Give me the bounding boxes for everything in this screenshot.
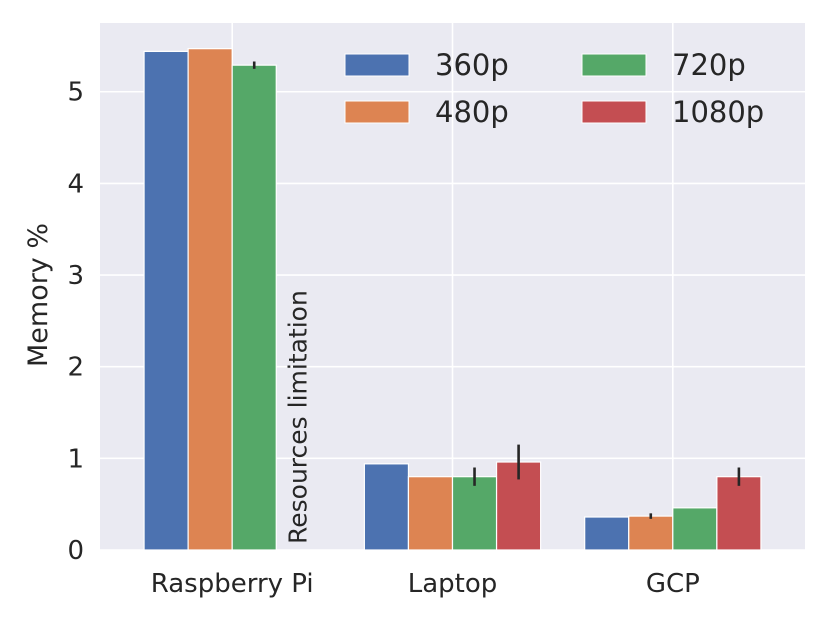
legend-label: 360p bbox=[435, 48, 509, 82]
y-tick-label: 1 bbox=[67, 444, 84, 474]
y-tick-label: 0 bbox=[67, 536, 84, 566]
y-tick-label: 2 bbox=[67, 353, 84, 383]
bar bbox=[451, 476, 498, 551]
bar bbox=[716, 476, 762, 551]
bar bbox=[231, 64, 277, 551]
y-tick-label: 4 bbox=[67, 169, 84, 199]
bars bbox=[143, 48, 762, 551]
legend-swatch bbox=[581, 53, 647, 77]
legend-swatch bbox=[344, 100, 410, 124]
y-axis-label: Memory % bbox=[23, 223, 54, 367]
bar bbox=[672, 507, 718, 551]
bar bbox=[363, 463, 410, 551]
bar bbox=[187, 48, 233, 551]
bar bbox=[628, 515, 674, 551]
annotations: Resources limitation bbox=[283, 290, 312, 544]
bar bbox=[407, 476, 454, 551]
bar bbox=[584, 516, 630, 551]
y-tick-label: 3 bbox=[67, 261, 84, 291]
legend-label: 480p bbox=[435, 95, 509, 129]
y-tick-label: 5 bbox=[67, 78, 84, 108]
x-tick-labels: Raspberry Pi Laptop GCP bbox=[151, 569, 700, 599]
legend-swatch bbox=[344, 53, 410, 77]
x-tick-label: Laptop bbox=[408, 569, 498, 599]
legend-label: 720p bbox=[672, 48, 746, 82]
error-bars bbox=[252, 61, 741, 519]
x-tick-label: Raspberry Pi bbox=[151, 569, 314, 599]
legend-label: 1080p bbox=[672, 95, 764, 129]
legend-swatch bbox=[581, 100, 647, 124]
annotation-text: Resources limitation bbox=[283, 290, 312, 544]
legend: 360p 480p 720p 1080p bbox=[344, 48, 764, 129]
y-tick-labels: 0 1 2 3 4 5 bbox=[67, 78, 84, 566]
bar bbox=[143, 50, 189, 551]
x-tick-label: GCP bbox=[646, 569, 700, 599]
